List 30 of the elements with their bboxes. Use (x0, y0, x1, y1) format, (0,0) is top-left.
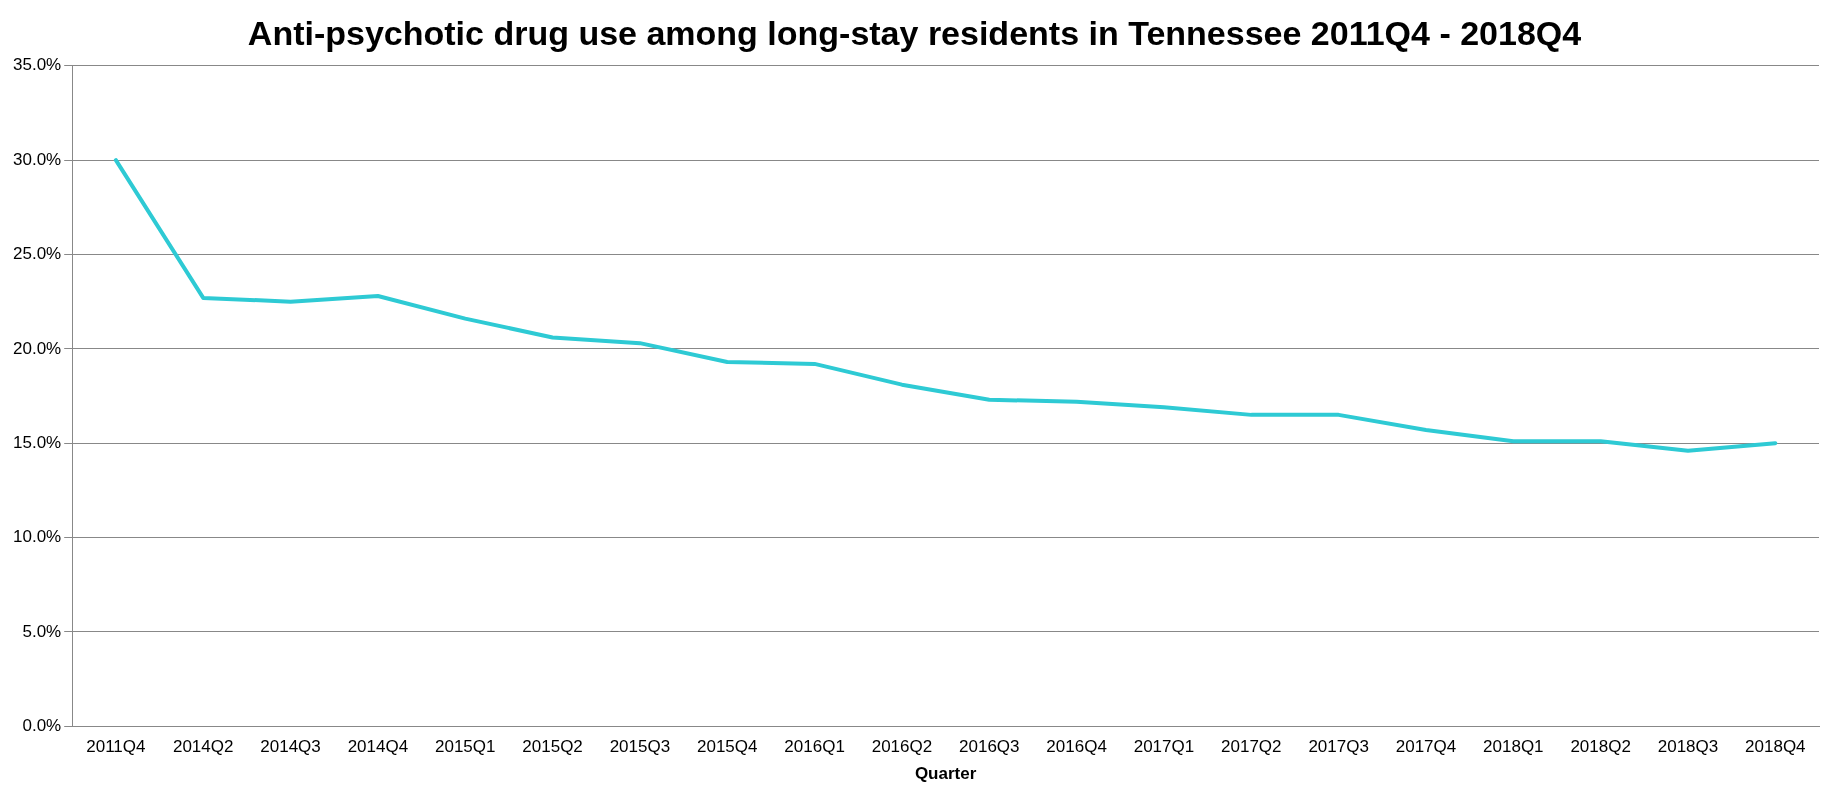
x-tick-label: 2011Q4 (86, 737, 146, 757)
y-tick-label: 5.0% (22, 621, 62, 641)
x-tick-label: 2014Q4 (347, 737, 409, 757)
y-tick-label: 30.0% (13, 149, 62, 169)
x-tick-label: 2018Q1 (1483, 737, 1544, 757)
x-tick-label: 2015Q1 (434, 737, 496, 757)
chart-title: Anti-psychotic drug use among long-stay residents in Tennessee 2011Q4 - 2018Q4 (247, 13, 1582, 52)
x-tick-label: 2014Q2 (172, 737, 234, 757)
y-tick-label: 10.0% (13, 527, 62, 547)
x-tick-label: 2016Q2 (871, 737, 933, 757)
x-tick-label: 2017Q4 (1395, 737, 1457, 757)
x-tick-label: 2018Q4 (1745, 737, 1806, 757)
x-axis-title: Quarter (914, 764, 977, 784)
x-tick-label: 2016Q3 (959, 737, 1020, 757)
y-tick-label: 20.0% (13, 338, 62, 358)
y-tick-label: 35.0% (13, 55, 62, 75)
x-tick-label: 2017Q1 (1133, 737, 1195, 757)
x-tick-label: 2017Q3 (1308, 737, 1369, 757)
x-tick-label: 2016Q1 (784, 737, 845, 757)
x-tick-label: 2017Q2 (1221, 737, 1282, 757)
x-tick-label: 2014Q3 (260, 737, 321, 757)
x-tick-label: 2015Q4 (697, 737, 758, 757)
x-tick-label: 2016Q4 (1046, 737, 1107, 757)
x-tick-label: 2015Q2 (522, 737, 583, 757)
x-tick-label: 2018Q3 (1657, 737, 1719, 757)
y-tick-label: 0.0% (22, 715, 62, 735)
x-tick-label: 2015Q3 (609, 737, 671, 757)
y-tick-label: 15.0% (13, 432, 62, 452)
x-tick-label: 2018Q2 (1570, 737, 1631, 757)
y-tick-label: 25.0% (13, 244, 62, 264)
